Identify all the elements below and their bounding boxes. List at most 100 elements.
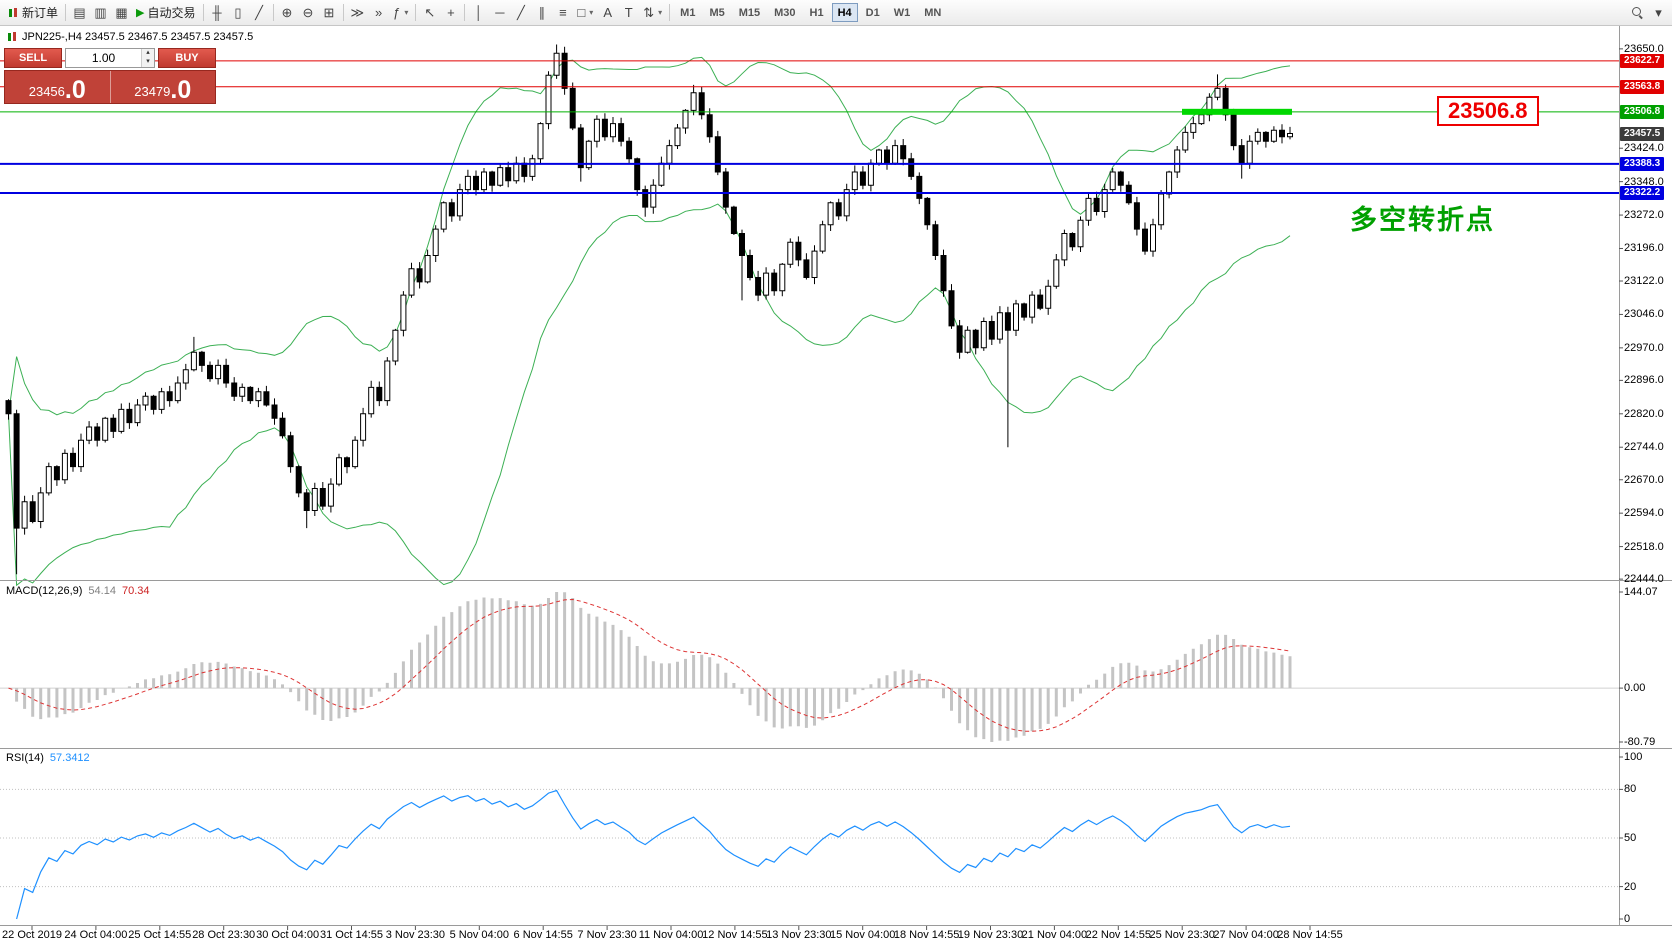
toolbar-separator bbox=[464, 4, 466, 21]
order-panel-prices: 23456.0 23479.0 bbox=[4, 70, 216, 104]
bollinger-lower-band bbox=[8, 203, 1291, 587]
dropdown-caret-icon[interactable]: ▾ bbox=[404, 8, 409, 17]
charts-window-icon[interactable]: ▤ bbox=[69, 2, 90, 23]
rsi-label: RSI(14) 57.3412 bbox=[6, 752, 90, 764]
timeframe-button-h1[interactable]: H1 bbox=[809, 6, 824, 19]
order-panel-row1: SELL 1.00 ▴ ▾ BUY bbox=[4, 48, 216, 68]
toolbar-options-icon[interactable]: ▾ bbox=[1648, 2, 1669, 23]
toolbar-options-icon: ▾ bbox=[1655, 4, 1662, 20]
rsi-line bbox=[16, 789, 1291, 920]
candlestick-chart-icon: ▯ bbox=[234, 4, 242, 20]
horizontal-line-icon[interactable]: ─ bbox=[489, 2, 510, 23]
tile-windows-icon[interactable]: ⊞ bbox=[319, 2, 340, 23]
bar-chart-icon: ╫ bbox=[212, 5, 222, 20]
auto-trading-button-label: 自动交易 bbox=[147, 6, 196, 20]
volume-spinner[interactable]: ▴ ▾ bbox=[141, 49, 154, 67]
search-icon[interactable] bbox=[1627, 2, 1648, 23]
dropdown-caret-icon[interactable]: ▾ bbox=[658, 8, 663, 17]
buy-price-frac: .0 bbox=[170, 75, 192, 104]
cursor-icon[interactable]: ↖ bbox=[419, 2, 440, 23]
cursor-icon: ↖ bbox=[424, 4, 436, 20]
bearish-candles bbox=[5, 52, 1285, 529]
auto-trading-button[interactable]: ▶ 自动交易 bbox=[132, 2, 199, 23]
bollinger-upper-band bbox=[8, 56, 1291, 416]
channel-icon[interactable]: ∥ bbox=[531, 2, 552, 23]
data-window-icon[interactable]: ▦ bbox=[111, 2, 132, 23]
zoom-out-icon[interactable]: ⊖ bbox=[298, 2, 319, 23]
vertical-line-icon[interactable]: │ bbox=[468, 2, 489, 23]
macd-value-main: 54.14 bbox=[88, 585, 116, 597]
line-chart-icon[interactable]: ╱ bbox=[249, 2, 270, 23]
profiles-icon: ▥ bbox=[94, 4, 107, 20]
macd-histogram bbox=[15, 592, 1292, 742]
text-icon: A bbox=[603, 5, 613, 20]
chart-title-text: JPN225-,H4 23457.5 23467.5 23457.5 23457… bbox=[22, 31, 254, 43]
macd-label: MACD(12,26,9) 54.14 70.34 bbox=[6, 585, 149, 597]
timeframe-button-m30[interactable]: M30 bbox=[774, 6, 796, 19]
profiles-icon[interactable]: ▥ bbox=[90, 2, 111, 23]
bullish-candles bbox=[21, 52, 1293, 529]
new-order-button-label: 新订单 bbox=[22, 6, 59, 20]
one-click-trading-panel: SELL 1.00 ▴ ▾ BUY 23456.0 23479.0 bbox=[4, 48, 216, 104]
timeframe-button-m5[interactable]: M5 bbox=[709, 6, 725, 19]
chart-title: JPN225-,H4 23457.5 23467.5 23457.5 23457… bbox=[6, 31, 253, 43]
buy-price-main: 23479 bbox=[134, 84, 171, 99]
sell-price-frac: .0 bbox=[64, 75, 86, 104]
arrows-icon[interactable]: ⇅ ▾ bbox=[639, 2, 666, 23]
timeframe-button-w1[interactable]: W1 bbox=[893, 6, 911, 19]
volume-down-icon[interactable]: ▾ bbox=[142, 58, 154, 67]
timeframe-button-h4[interactable]: H4 bbox=[831, 3, 858, 22]
chart-shift-icon[interactable]: » bbox=[368, 2, 389, 23]
volume-up-icon[interactable]: ▴ bbox=[142, 49, 154, 58]
toolbar-separator bbox=[342, 4, 344, 21]
channel-icon: ∥ bbox=[538, 4, 546, 20]
text-icon[interactable]: A bbox=[597, 2, 618, 23]
shapes-icon[interactable]: □ ▾ bbox=[573, 2, 597, 23]
crosshair-icon[interactable]: + bbox=[440, 2, 461, 23]
dropdown-caret-icon[interactable]: ▾ bbox=[589, 8, 594, 17]
sell-price-button[interactable]: 23456.0 bbox=[5, 71, 110, 103]
timeframe-button-m15[interactable]: M15 bbox=[738, 6, 761, 19]
fibonacci-icon[interactable]: ≡ bbox=[552, 2, 573, 23]
rsi-name: RSI(14) bbox=[6, 752, 44, 764]
chart-shift-icon: » bbox=[374, 5, 383, 20]
sell-button[interactable]: SELL bbox=[4, 48, 62, 68]
crosshair-icon: + bbox=[447, 5, 455, 20]
price-level-annotation[interactable]: 23506.8 bbox=[1437, 96, 1539, 126]
zoom-out-icon: ⊖ bbox=[302, 4, 314, 20]
macd-name: MACD(12,26,9) bbox=[6, 585, 83, 597]
tile-windows-icon: ⊞ bbox=[323, 4, 335, 20]
chart-type-icon bbox=[8, 32, 16, 41]
candlestick-chart-icon[interactable]: ▯ bbox=[228, 2, 249, 23]
search-icon bbox=[1631, 6, 1644, 19]
sell-price-main: 23456 bbox=[28, 84, 65, 99]
auto-scroll-icon: ≫ bbox=[350, 4, 365, 20]
timeframe-button-d1[interactable]: D1 bbox=[865, 6, 880, 19]
data-window-icon: ▦ bbox=[115, 4, 128, 20]
indicators-icon[interactable]: ƒ ▾ bbox=[389, 2, 412, 23]
charts-window-icon: ▤ bbox=[73, 4, 86, 20]
buy-button[interactable]: BUY bbox=[158, 48, 216, 68]
zoom-in-icon: ⊕ bbox=[281, 4, 293, 20]
auto-scroll-icon[interactable]: ≫ bbox=[347, 2, 369, 23]
timeframe-button-mn[interactable]: MN bbox=[924, 6, 942, 19]
vertical-line-icon: │ bbox=[474, 5, 483, 20]
volume-input[interactable]: 1.00 ▴ ▾ bbox=[65, 48, 155, 68]
zoom-in-icon[interactable]: ⊕ bbox=[277, 2, 298, 23]
text-label-icon: T bbox=[624, 5, 633, 20]
buy-price-button[interactable]: 23479.0 bbox=[109, 71, 215, 104]
new-order-button[interactable]: 新订单 bbox=[3, 2, 62, 23]
support-highlight-segment[interactable] bbox=[1182, 108, 1292, 115]
bar-chart-icon[interactable]: ╫ bbox=[207, 2, 228, 23]
text-label-icon[interactable]: T bbox=[618, 2, 639, 23]
play-icon: ▶ bbox=[136, 7, 145, 19]
rsi-value: 57.3412 bbox=[49, 752, 90, 764]
trendline-icon[interactable]: ╱ bbox=[510, 2, 531, 23]
arrows-icon: ⇅ bbox=[643, 4, 655, 20]
turning-point-annotation[interactable]: 多空转折点 bbox=[1350, 205, 1495, 235]
volume-value[interactable]: 1.00 bbox=[91, 51, 116, 65]
macd-signal-line bbox=[8, 598, 1291, 732]
toolbar-separator bbox=[415, 4, 417, 21]
timeframe-button-m1[interactable]: M1 bbox=[680, 6, 696, 19]
